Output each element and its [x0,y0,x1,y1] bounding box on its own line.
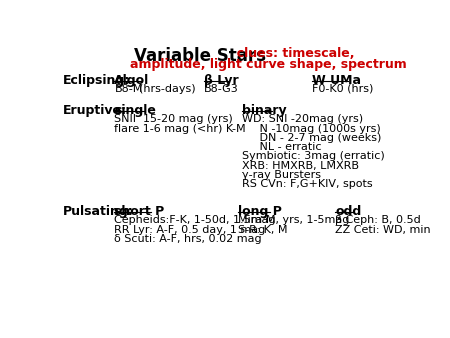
Text: NL - erratic: NL - erratic [242,142,322,152]
Text: B8-G3: B8-G3 [203,84,238,94]
Text: RR Lyr: A-F, 0.5 day, 1 mag: RR Lyr: A-F, 0.5 day, 1 mag [114,224,266,235]
Text: Symbiotic: 3mag (erratic): Symbiotic: 3mag (erratic) [242,151,385,162]
Text: Pulsating:: Pulsating: [63,204,133,218]
Text: N -10mag (1000s yrs): N -10mag (1000s yrs) [242,124,381,134]
Text: Algol: Algol [114,74,149,87]
Text: WD: SNI -20mag (yrs): WD: SNI -20mag (yrs) [242,115,364,124]
Text: RS CVn: F,G+KIV, spots: RS CVn: F,G+KIV, spots [242,179,373,189]
Text: β Lyr: β Lyr [203,74,238,87]
Text: Mira:M, yrs, 1-5mag: Mira:M, yrs, 1-5mag [238,215,350,225]
Text: B8-M: B8-M [114,84,143,94]
Text: Cepheids:F-K, 1-50d, 1.5mag: Cepheids:F-K, 1-50d, 1.5mag [114,215,276,225]
Text: Eruptive:: Eruptive: [63,104,126,117]
Text: single: single [114,104,156,117]
Text: W UMa: W UMa [312,74,361,87]
Text: binary: binary [242,104,287,117]
Text: short P: short P [114,204,165,218]
Text: (hrs-days): (hrs-days) [139,84,196,94]
Text: odd: odd [335,204,361,218]
Text: clues: timescale,: clues: timescale, [228,47,354,60]
Text: DN - 2-7 mag (weeks): DN - 2-7 mag (weeks) [242,133,382,143]
Text: XRB: HMXRB, LMXRB: XRB: HMXRB, LMXRB [242,161,359,171]
Text: S-R: K, M: S-R: K, M [238,224,288,235]
Text: F0-K0 (hrs): F0-K0 (hrs) [312,84,374,94]
Text: γ-ray Bursters: γ-ray Bursters [242,170,321,180]
Text: δ Scuti: A-F, hrs, 0.02 mag: δ Scuti: A-F, hrs, 0.02 mag [114,234,262,244]
Text: SNII  15-20 mag (yrs): SNII 15-20 mag (yrs) [114,115,233,124]
Text: amplitude, light curve shape, spectrum: amplitude, light curve shape, spectrum [130,58,407,71]
Text: Variable Stars: Variable Stars [134,47,266,65]
Text: ZZ Ceti: WD, min: ZZ Ceti: WD, min [335,224,431,235]
Text: β Ceph: B, 0.5d: β Ceph: B, 0.5d [335,215,421,225]
Text: flare 1-6 mag (<hr) K-M: flare 1-6 mag (<hr) K-M [114,124,246,134]
Text: Eclipsing:: Eclipsing: [63,74,130,87]
Text: long P: long P [238,204,282,218]
